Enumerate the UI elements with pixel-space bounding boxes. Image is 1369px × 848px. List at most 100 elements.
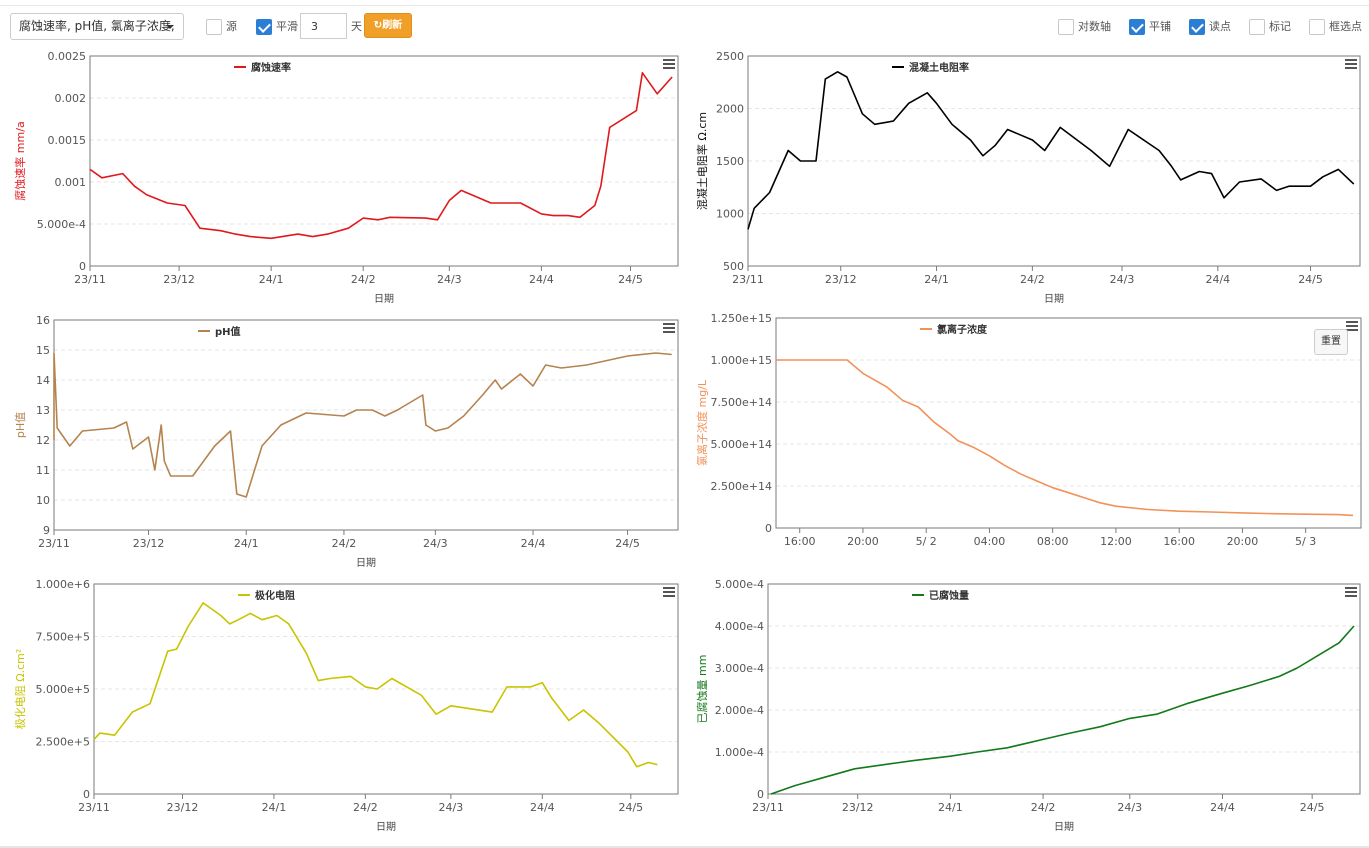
x-tick-label: 24/4 bbox=[530, 801, 555, 814]
smooth-checkbox[interactable] bbox=[256, 19, 272, 35]
x-tick-label: 24/1 bbox=[234, 537, 259, 550]
resistivity-svg: 500 1000 1500 2000 2500 23/11 23/12 24/1 24/2 24/… bbox=[695, 50, 1361, 305]
y-tick-label: 7.500e+14 bbox=[711, 396, 772, 409]
y-tick-label: 0 bbox=[83, 788, 90, 801]
x-tick-label: 24/3 bbox=[437, 273, 462, 286]
tile-checkbox[interactable] bbox=[1129, 19, 1145, 35]
x-tick-label: 24/2 bbox=[1020, 273, 1045, 286]
x-tick-label: 12:00 bbox=[1100, 535, 1132, 548]
x-axis-title: 日期 bbox=[1044, 293, 1064, 305]
y-tick-label: 14 bbox=[36, 374, 50, 387]
marker-checkbox[interactable] bbox=[1249, 19, 1265, 35]
y-tick-label: 2.500e+14 bbox=[711, 480, 772, 493]
x-tick-label: 24/2 bbox=[353, 801, 378, 814]
x-tick-label: 23/11 bbox=[732, 273, 764, 286]
tile-checkbox-label: 平铺 bbox=[1149, 20, 1171, 33]
chevron-down-icon bbox=[166, 25, 174, 29]
corrosion-rate-series-line bbox=[89, 72, 673, 240]
box-select-checkbox[interactable] bbox=[1309, 19, 1325, 35]
y-axis-title: 混凝土电阻率 Ω.cm bbox=[695, 112, 709, 210]
y-axis-title: 氯离子浓度 mg/L bbox=[695, 379, 709, 466]
plot-frame bbox=[767, 583, 1361, 795]
series-selector[interactable]: 腐蚀速率, pH值, 氯离子浓度, bbox=[10, 13, 184, 40]
y-tick-label: 16 bbox=[36, 314, 50, 327]
y-tick-label: 1000 bbox=[716, 208, 744, 221]
menu-icon[interactable] bbox=[663, 587, 675, 597]
x-tick-label: 23/11 bbox=[752, 801, 784, 814]
plot-frame bbox=[747, 55, 1361, 267]
menu-icon[interactable] bbox=[1345, 59, 1357, 69]
chloride-series-line bbox=[776, 359, 1354, 517]
polarization-svg: 0 2.500e+5 5.000e+5 7.500e+5 1.000e+6 23/11 23… bbox=[13, 578, 679, 833]
reset-zoom-button[interactable]: 重置 bbox=[1314, 329, 1348, 355]
x-tick-label: 5/ 3 bbox=[1295, 535, 1316, 548]
x-tick-label: 24/2 bbox=[351, 273, 376, 286]
x-tick-label: 23/11 bbox=[74, 273, 106, 286]
x-axis-title: 日期 bbox=[356, 557, 376, 569]
x-axis-title: 日期 bbox=[1054, 821, 1074, 833]
y-tick-label: 10 bbox=[36, 494, 50, 507]
x-tick-label: 20:00 bbox=[1227, 535, 1259, 548]
x-tick-label: 24/1 bbox=[262, 801, 287, 814]
menu-icon[interactable] bbox=[663, 323, 675, 333]
legend-label[interactable]: 腐蚀速率 bbox=[251, 61, 291, 74]
plot-frame bbox=[93, 583, 679, 795]
resistivity-series-line bbox=[747, 71, 1355, 230]
series-selector-value: 腐蚀速率, pH值, 氯离子浓度, bbox=[19, 19, 175, 33]
toolbar: 腐蚀速率, pH值, 氯离子浓度, 源 平滑 天 ↻刷新 对数轴 平铺 读点 标… bbox=[0, 0, 1369, 52]
reset-zoom-label: 重置 bbox=[1321, 336, 1341, 347]
y-tick-label: 5.000e+14 bbox=[711, 438, 772, 451]
x-tick-label: 24/5 bbox=[1298, 273, 1323, 286]
y-tick-label: 0 bbox=[79, 260, 86, 273]
x-tick-label: 24/5 bbox=[618, 801, 643, 814]
smooth-days-input[interactable] bbox=[300, 13, 347, 39]
legend-label[interactable]: 已腐蚀量 bbox=[929, 589, 969, 602]
corrosion-rate-svg: 0 5.000e-4 0.001 0.0015 0.002 0.0025 23/11 23/1… bbox=[13, 50, 679, 305]
refresh-button[interactable]: ↻刷新 bbox=[364, 13, 412, 38]
x-tick-label: 24/1 bbox=[924, 273, 949, 286]
x-axis-title: 日期 bbox=[374, 293, 394, 305]
x-tick-label: 24/1 bbox=[938, 801, 963, 814]
legend-label[interactable]: pH值 bbox=[215, 325, 241, 338]
x-tick-label: 23/12 bbox=[825, 273, 857, 286]
y-tick-label: 7.500e+5 bbox=[36, 631, 90, 644]
log-axis-checkbox-label: 对数轴 bbox=[1078, 20, 1111, 33]
x-axis-title: 日期 bbox=[376, 821, 396, 833]
x-tick-label: 16:00 bbox=[1163, 535, 1195, 548]
y-tick-label: 2500 bbox=[716, 50, 744, 63]
polarization-series-line bbox=[93, 602, 658, 768]
ph-chart: 9 10 11 12 13 14 15 16 23/11 23/12 24/1 24/2 24/3 24/… bbox=[0, 310, 682, 572]
read-point-checkbox-label: 读点 bbox=[1209, 20, 1231, 33]
bottom-divider bbox=[0, 846, 1369, 848]
plot-frame bbox=[53, 319, 679, 531]
resistivity-chart: 500 1000 1500 2000 2500 23/11 23/12 24/1 24/2 24/… bbox=[682, 46, 1364, 308]
y-tick-label: 1.000e-4 bbox=[715, 746, 764, 759]
menu-icon[interactable] bbox=[663, 59, 675, 69]
y-tick-label: 0 bbox=[765, 522, 772, 535]
plot-frame bbox=[89, 55, 679, 267]
x-tick-label: 24/1 bbox=[259, 273, 284, 286]
corroded-amount-series-line bbox=[770, 625, 1355, 795]
x-tick-label: 24/3 bbox=[439, 801, 464, 814]
x-tick-label: 24/2 bbox=[1031, 801, 1056, 814]
y-tick-label: 1500 bbox=[716, 155, 744, 168]
menu-icon[interactable] bbox=[1346, 321, 1358, 331]
x-tick-label: 24/5 bbox=[1300, 801, 1325, 814]
read-point-checkbox[interactable] bbox=[1189, 19, 1205, 35]
y-tick-label: 2.000e-4 bbox=[715, 704, 764, 717]
log-axis-checkbox[interactable] bbox=[1058, 19, 1074, 35]
menu-icon[interactable] bbox=[1345, 587, 1357, 597]
x-tick-label: 24/3 bbox=[1117, 801, 1142, 814]
smooth-checkbox-label: 平滑 bbox=[276, 20, 298, 33]
x-tick-label: 24/4 bbox=[521, 537, 546, 550]
legend-label[interactable]: 极化电阻 bbox=[255, 589, 295, 602]
refresh-icon: ↻ bbox=[373, 20, 383, 31]
y-tick-label: 500 bbox=[723, 260, 744, 273]
y-tick-label: 13 bbox=[36, 404, 50, 417]
chloride-chart: 0 2.500e+14 5.000e+14 7.500e+14 1.000e+15 1.2… bbox=[682, 310, 1364, 572]
legend-label[interactable]: 氯离子浓度 bbox=[937, 323, 988, 336]
x-tick-label: 24/3 bbox=[1110, 273, 1135, 286]
refresh-button-label: 刷新 bbox=[382, 20, 403, 31]
legend-label[interactable]: 混凝土电阻率 bbox=[909, 61, 969, 74]
source-checkbox[interactable] bbox=[206, 19, 222, 35]
